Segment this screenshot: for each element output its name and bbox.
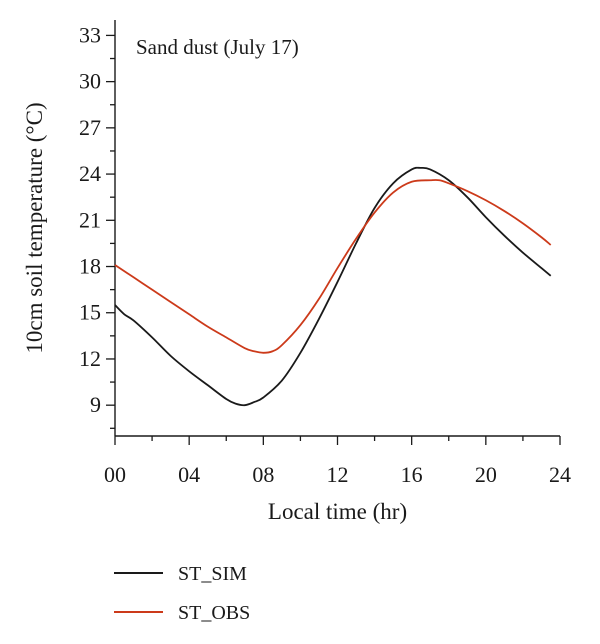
x-tick-label: 20	[475, 462, 497, 487]
x-axis-title: Local time (hr)	[268, 499, 407, 524]
y-tick-label: 30	[79, 69, 101, 94]
x-tick-label: 00	[104, 462, 126, 487]
y-tick-label: 21	[79, 207, 101, 232]
y-tick-label: 12	[79, 346, 101, 371]
y-tick-label: 18	[79, 254, 101, 279]
x-tick-label: 08	[252, 462, 274, 487]
legend-label-st-obs: ST_OBS	[178, 602, 250, 624]
chart-annotation: Sand dust (July 17)	[136, 35, 299, 59]
y-ticks: 9 12 15 18 21 24 27 30 33	[79, 22, 115, 429]
series-line-st-obs	[114, 179, 552, 354]
x-tick-label: 16	[401, 462, 423, 487]
x-ticks: 00 04 08 12 16 20 24	[104, 436, 571, 487]
legend: ST_SIM ST_OBS	[114, 563, 250, 624]
x-tick-label: 12	[327, 462, 349, 487]
x-tick-label: 04	[178, 462, 200, 487]
series-line-st-sim	[114, 166, 552, 407]
y-tick-label: 9	[90, 392, 101, 417]
legend-label-st-sim: ST_SIM	[178, 563, 247, 585]
y-tick-label: 24	[79, 161, 101, 186]
y-tick-label: 15	[79, 300, 101, 325]
y-tick-label: 27	[79, 115, 101, 140]
y-tick-label: 33	[79, 22, 101, 47]
y-axis-title: 10cm soil temperature (°C)	[22, 102, 47, 353]
axes	[114, 20, 560, 437]
x-tick-label: 24	[549, 462, 571, 487]
series-layer	[114, 166, 552, 407]
